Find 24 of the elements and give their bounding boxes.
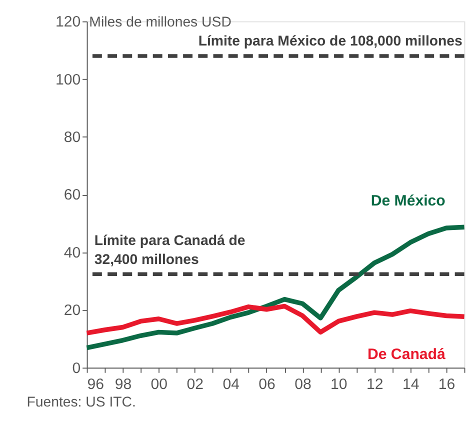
ref-line-label: Límite para Canadá de 32,400 millones — [94, 232, 246, 267]
y-tick-label: 40 — [64, 244, 81, 262]
x-tick-label: 04 — [222, 376, 240, 393]
x-tick-label: 14 — [402, 376, 420, 393]
x-tick-label: 16 — [438, 376, 456, 393]
y-axis-title: Miles de millones USD — [89, 14, 232, 30]
x-tick-label: 10 — [330, 376, 348, 393]
y-tick-label: 20 — [64, 302, 81, 320]
y-tick-label: 80 — [64, 128, 81, 146]
x-tick-label: 98 — [114, 376, 132, 393]
series-label: De México — [370, 192, 446, 210]
x-tick-label: 06 — [258, 376, 276, 393]
x-tick-label: 00 — [150, 376, 168, 393]
source-note: Fuentes: US ITC. — [26, 393, 136, 410]
ref-line-label: Límite para México de 108,000 millones — [198, 32, 463, 49]
y-tick-label: 60 — [64, 186, 81, 204]
x-tick-label: 96 — [87, 376, 104, 393]
x-tick-label: 02 — [186, 376, 204, 393]
y-tick-label: 0 — [72, 360, 81, 377]
series-label: De Canadá — [367, 346, 446, 364]
y-tick-label: 100 — [56, 71, 81, 88]
x-tick-label: 12 — [366, 376, 384, 393]
y-tick-label: 120 — [56, 14, 81, 31]
x-tick-label: 08 — [294, 376, 312, 393]
